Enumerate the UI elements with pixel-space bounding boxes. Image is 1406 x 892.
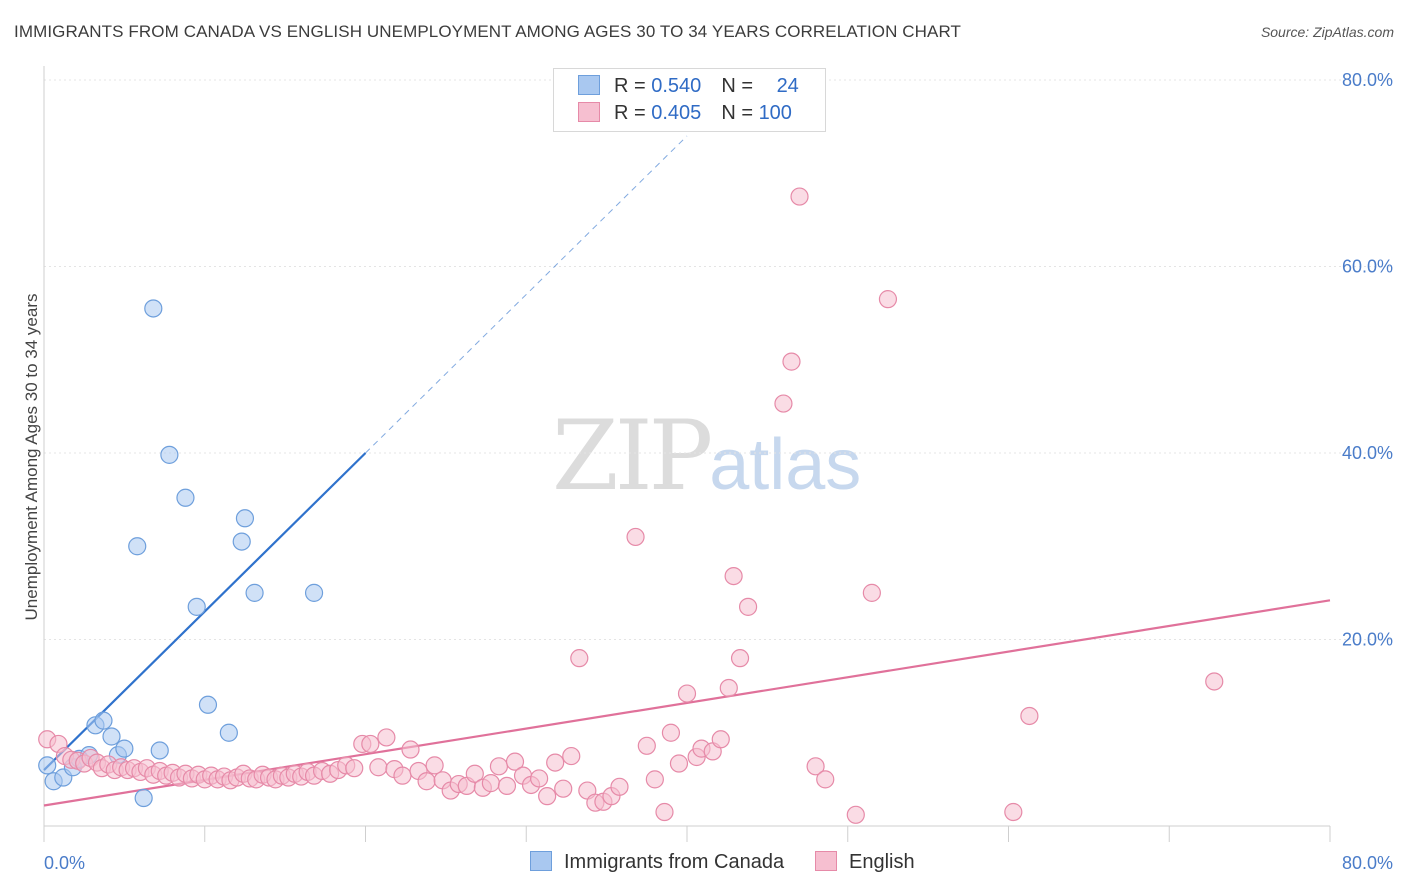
point-canada — [235, 509, 255, 528]
bottom-legend-label-canada: Immigrants from Canada — [564, 851, 785, 873]
point-english — [538, 787, 557, 806]
point-english — [345, 759, 364, 778]
point-english — [610, 777, 629, 796]
point-english — [774, 394, 793, 413]
grid-lines — [44, 79, 1392, 640]
point-canada — [150, 741, 169, 760]
y-tick-label: 60.0% — [1342, 257, 1393, 277]
point-english — [505, 752, 525, 771]
point-english — [730, 649, 750, 668]
point-english — [554, 779, 573, 798]
legend-swatch-english — [578, 102, 600, 122]
point-english — [846, 805, 865, 824]
watermark: ZIPatlas — [552, 400, 861, 512]
point-canada — [304, 583, 324, 602]
point-english — [570, 649, 589, 668]
point-canada — [245, 583, 264, 602]
point-canada — [115, 739, 134, 758]
data-points — [38, 187, 1224, 824]
point-english — [369, 758, 388, 777]
point-english — [626, 527, 645, 547]
point-english — [806, 757, 825, 776]
legend-r-label: R = — [614, 102, 652, 124]
legend-n-value: 24 — [776, 75, 799, 97]
point-canada — [160, 445, 179, 464]
point-canada — [232, 532, 251, 551]
point-english — [661, 723, 681, 742]
point-english — [669, 754, 689, 773]
point-english — [377, 728, 396, 747]
bottom-legend-english: English — [815, 851, 915, 874]
point-english — [425, 756, 444, 775]
legend-r-label: R = — [614, 75, 652, 97]
axes — [43, 66, 1331, 842]
point-english — [401, 740, 420, 759]
point-english — [417, 772, 436, 791]
y-tick-label: 40.0% — [1342, 443, 1393, 463]
point-english — [1020, 706, 1039, 726]
point-canada — [128, 537, 147, 556]
point-english — [562, 746, 581, 766]
legend-n-value: 100 — [758, 102, 792, 124]
point-english — [862, 583, 881, 602]
point-canada — [134, 788, 153, 808]
point-english — [655, 802, 674, 822]
legend-n-label: N = — [721, 75, 759, 97]
legend-r-value: 0.405 — [651, 102, 702, 124]
point-english — [530, 769, 549, 788]
bottom-legend-swatch-canada — [530, 851, 552, 871]
point-english — [497, 776, 517, 796]
source-label: Source: ZipAtlas.com — [1260, 24, 1394, 40]
point-english — [878, 290, 898, 309]
legend-row-canada: R = 0.540 N = 24 — [578, 75, 799, 101]
point-english — [816, 770, 835, 789]
point-english — [546, 753, 565, 772]
watermark-zip: ZIP — [552, 400, 713, 512]
point-canada — [94, 711, 113, 730]
point-english — [677, 684, 697, 703]
point-english — [790, 187, 809, 206]
point-english — [711, 730, 730, 749]
legend-swatch-canada — [578, 75, 600, 95]
point-canada — [38, 756, 57, 775]
point-english — [719, 678, 738, 698]
point-canada — [102, 727, 121, 746]
x-tick-label: 0.0% — [44, 853, 85, 873]
point-canada — [144, 299, 163, 318]
bottom-legend-label-english: English — [849, 851, 915, 873]
y-tick-label: 80.0% — [1342, 70, 1393, 90]
point-canada — [187, 597, 206, 616]
point-english — [645, 770, 664, 789]
point-english — [724, 566, 743, 586]
point-english — [361, 734, 380, 754]
tick-labels: 20.0% 40.0% 60.0% 80.0% 0.0% 80.0% — [44, 70, 1393, 873]
point-canada — [219, 723, 238, 742]
y-axis-label: Unemployment Among Ages 30 to 34 years — [22, 294, 41, 621]
trend-line-canada-extension — [365, 135, 688, 454]
point-english — [465, 764, 484, 783]
point-english — [489, 757, 509, 776]
correlation-legend: R = 0.540 N = 24 R = 0.405 N = 100 — [553, 68, 826, 132]
bottom-legend-canada: Immigrants from Canada — [530, 851, 784, 874]
point-english — [1004, 802, 1023, 822]
point-english — [782, 352, 801, 371]
point-canada — [198, 695, 218, 714]
x-tick-label: 80.0% — [1342, 853, 1393, 873]
point-english — [393, 766, 412, 785]
watermark-atlas: atlas — [709, 425, 862, 505]
point-english — [738, 597, 758, 616]
legend-r-value: 0.540 — [651, 75, 702, 97]
point-canada — [176, 488, 195, 507]
bottom-legend-swatch-english — [815, 851, 837, 871]
trend-lines — [43, 135, 1331, 807]
legend-row-english: R = 0.405 N = 100 — [578, 102, 792, 128]
chart-title: IMMIGRANTS FROM CANADA VS ENGLISH UNEMPL… — [14, 22, 962, 41]
legend-n-label: N = — [721, 102, 759, 124]
point-english — [1205, 672, 1224, 691]
point-english — [637, 736, 656, 755]
point-english — [481, 774, 500, 793]
y-tick-label: 20.0% — [1342, 630, 1393, 650]
